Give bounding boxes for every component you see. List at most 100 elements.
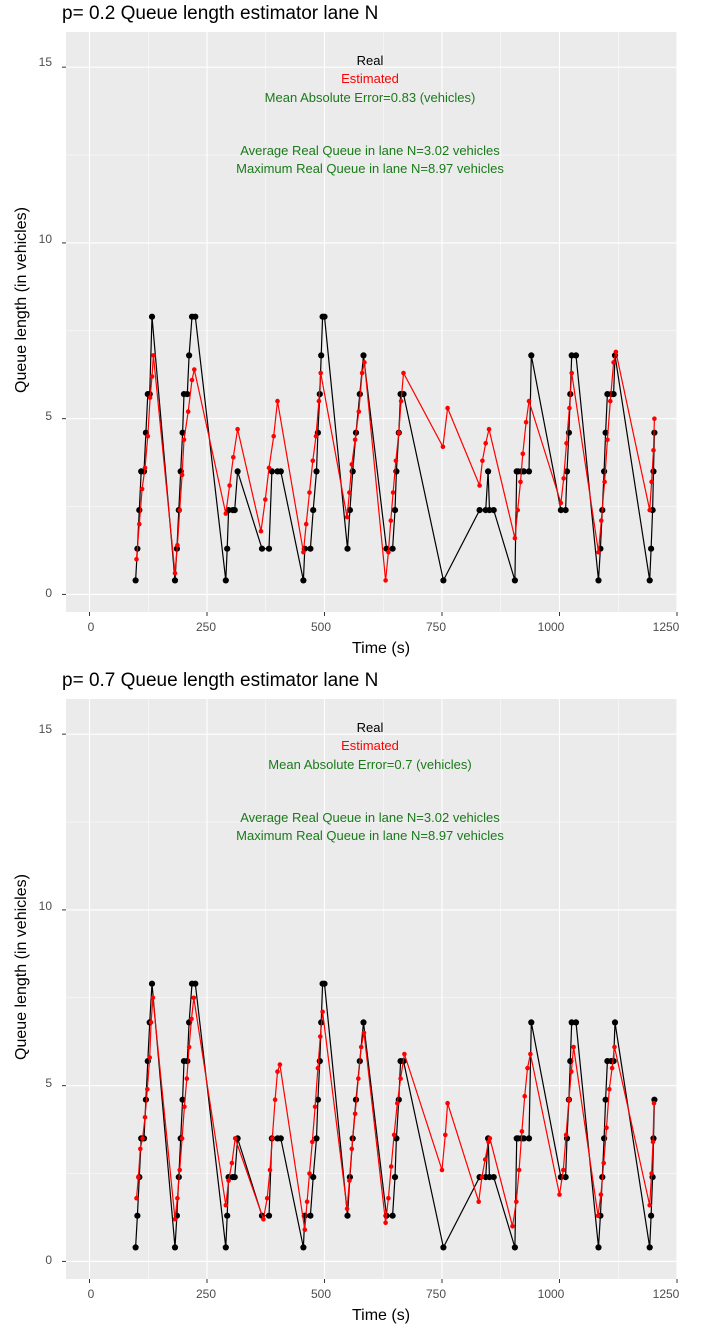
data-point-estimated	[349, 462, 355, 467]
data-point-real	[224, 545, 231, 552]
data-point-estimated	[136, 1174, 141, 1180]
data-point-estimated	[172, 1216, 178, 1222]
data-point-estimated	[514, 1199, 519, 1204]
data-point-estimated	[177, 507, 182, 513]
data-point-real	[391, 1174, 399, 1181]
data-point-estimated	[307, 1171, 312, 1176]
y-tick-label: 15	[38, 55, 52, 69]
data-point-real	[310, 1174, 317, 1181]
data-point-real	[525, 1135, 533, 1142]
data-point-estimated	[301, 549, 306, 555]
data-point-real	[310, 507, 317, 514]
chart-plot-svg	[62, 699, 678, 1283]
data-point-real	[389, 545, 396, 552]
data-point-estimated	[526, 398, 532, 404]
data-point-estimated	[275, 398, 280, 404]
data-point-estimated	[480, 458, 485, 464]
data-point-estimated	[651, 448, 656, 453]
data-point-estimated	[439, 1167, 445, 1173]
data-point-estimated	[270, 1136, 275, 1141]
legend-estimated-label: Estimated	[341, 738, 399, 753]
data-point-estimated	[267, 1167, 273, 1173]
data-point-estimated	[227, 483, 232, 488]
data-point-estimated	[386, 549, 391, 555]
data-point-real	[179, 1096, 186, 1103]
data-point-real	[525, 468, 533, 475]
data-point-estimated	[303, 521, 309, 527]
y-tick-label: 5	[45, 1076, 52, 1090]
data-point-estimated	[647, 507, 652, 513]
data-point-estimated	[316, 398, 322, 404]
data-point-estimated	[139, 486, 145, 492]
data-point-real	[391, 507, 399, 514]
data-point-estimated	[312, 1104, 318, 1110]
data-point-estimated	[149, 374, 155, 379]
data-point-estimated	[361, 1030, 367, 1036]
data-point-estimated	[388, 518, 394, 523]
data-point-real	[511, 577, 518, 584]
x-tick-label: 750	[425, 1287, 447, 1301]
data-point-estimated	[358, 1044, 364, 1050]
data-point-estimated	[191, 995, 197, 1001]
data-point-estimated	[145, 1086, 150, 1092]
data-point-real	[300, 577, 307, 584]
data-point-real	[192, 980, 199, 987]
data-point-estimated	[232, 1136, 238, 1141]
x-tick-label: 1000	[537, 1287, 565, 1301]
data-point-estimated	[596, 549, 601, 555]
data-point-estimated	[563, 1132, 569, 1138]
data-point-estimated	[189, 377, 195, 383]
data-point-estimated	[189, 1016, 194, 1022]
data-point-estimated	[564, 441, 569, 446]
data-point-estimated	[557, 1192, 562, 1197]
data-point-estimated	[510, 1224, 515, 1229]
y-axis-label: Queue length (in vehicles)	[13, 874, 30, 1060]
data-point-estimated	[352, 437, 358, 443]
data-point-estimated	[182, 1104, 187, 1110]
data-point-estimated	[558, 500, 564, 506]
data-point-estimated	[264, 1195, 270, 1201]
data-point-real	[602, 1096, 609, 1103]
data-point-estimated	[486, 426, 492, 432]
data-point-estimated	[386, 1195, 391, 1201]
x-tick-label: 1250	[652, 1287, 680, 1301]
data-point-estimated	[391, 1132, 397, 1138]
data-point-real	[648, 1212, 655, 1219]
data-point-estimated	[356, 409, 362, 414]
data-point-estimated	[151, 353, 156, 358]
data-point-real	[520, 468, 527, 475]
data-point-estimated	[401, 370, 406, 376]
data-point-estimated	[650, 1139, 656, 1145]
data-point-estimated	[398, 398, 404, 404]
x-tick-label: 250	[195, 620, 217, 634]
data-point-estimated	[258, 528, 264, 534]
data-point-estimated	[388, 1164, 394, 1169]
data-point-estimated	[349, 1146, 355, 1152]
data-point-real	[601, 468, 608, 475]
data-point-real	[132, 1244, 139, 1251]
data-point-estimated	[320, 1009, 325, 1015]
data-point-estimated	[142, 1115, 148, 1120]
data-point-real	[134, 1212, 141, 1219]
data-point-real	[360, 1019, 367, 1026]
data-point-real	[557, 507, 565, 514]
y-axis-label: Queue length (in vehicles)	[13, 207, 30, 393]
data-point-estimated	[134, 1195, 139, 1201]
legend-real-label: Real	[356, 720, 384, 735]
data-point-estimated	[528, 1051, 533, 1057]
data-point-estimated	[604, 1125, 609, 1131]
data-point-estimated	[223, 1202, 229, 1208]
data-point-estimated	[522, 1093, 527, 1099]
data-point-estimated	[398, 1076, 403, 1081]
data-point-estimated	[226, 1178, 231, 1183]
data-point-estimated	[148, 1020, 154, 1025]
data-point-estimated	[518, 479, 523, 485]
data-point-real	[568, 1019, 575, 1026]
data-point-estimated	[567, 405, 572, 411]
data-point-estimated	[390, 490, 396, 495]
data-point-real	[186, 352, 193, 359]
data-point-estimated	[599, 518, 604, 523]
data-point-estimated	[231, 455, 236, 460]
data-point-real	[476, 507, 483, 514]
data-point-real	[520, 1135, 527, 1142]
